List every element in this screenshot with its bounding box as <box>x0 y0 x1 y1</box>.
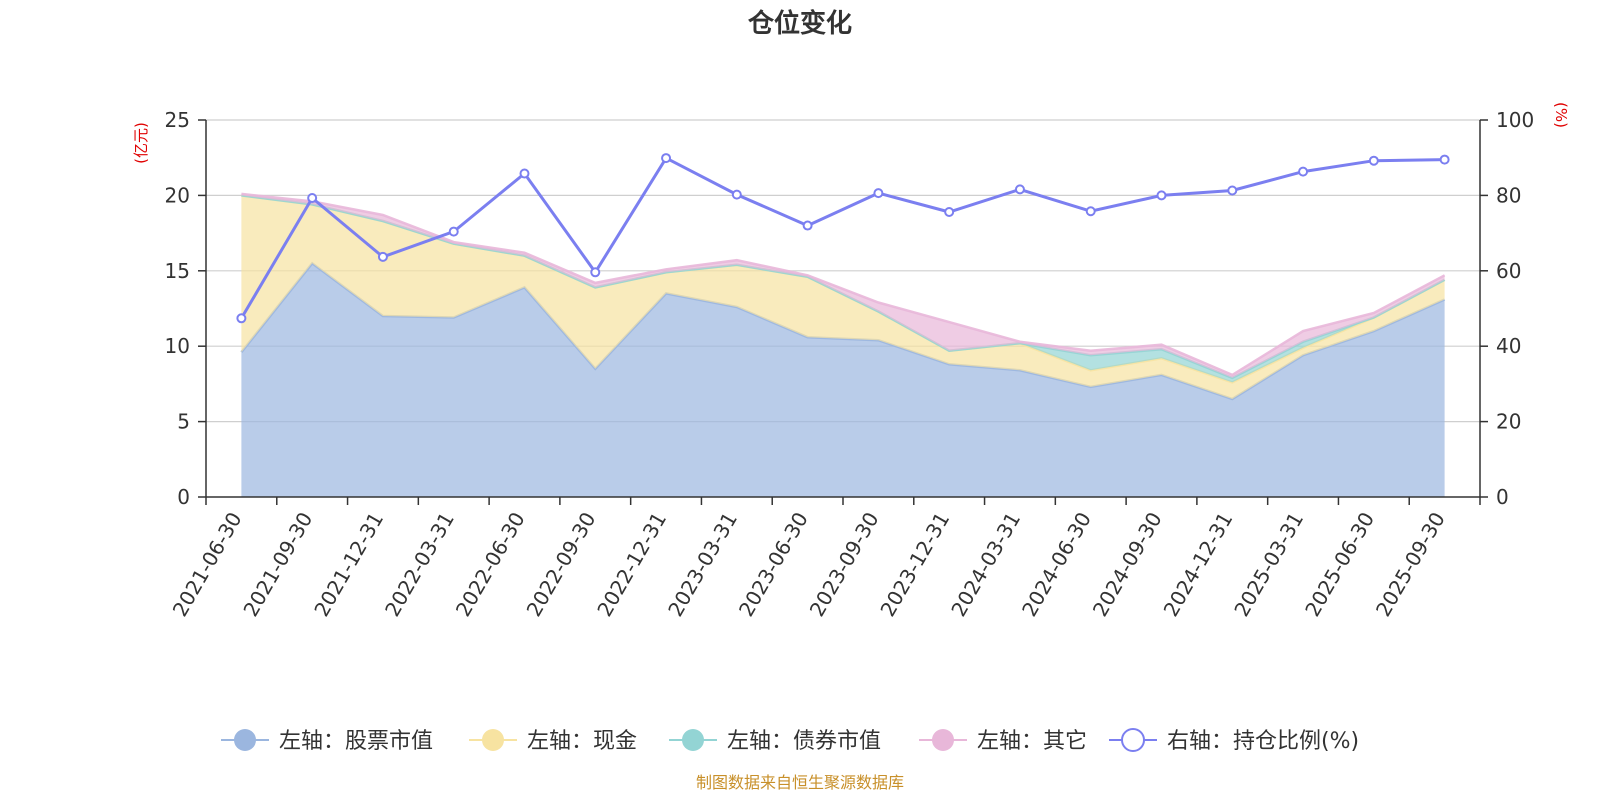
left-axis-tick-label: 15 <box>165 259 190 283</box>
left-axis-tick-label: 25 <box>165 108 190 132</box>
left-axis-tick-label: 5 <box>177 410 190 434</box>
left-axis-tick-label: 10 <box>165 334 190 358</box>
ratio-point <box>944 206 955 217</box>
legend-label: 左轴：债券市值 <box>727 729 881 754</box>
ratio-point <box>1298 166 1309 177</box>
ratio-point <box>377 251 388 262</box>
legend-label: 左轴：股票市值 <box>279 729 433 754</box>
ratio-point <box>307 193 318 204</box>
left-axis-unit: (亿元) <box>132 122 150 164</box>
area-layer <box>240 192 1446 497</box>
x-axis-tick-label: 2025-09-30 <box>1371 508 1450 621</box>
legend: 左轴：股票市值 左轴：现金 左轴：债券市值 左轴：其它 右轴：持仓比例(%) <box>221 728 1359 754</box>
x-axis-tick-label: 2024-12-31 <box>1159 508 1238 621</box>
ratio-point <box>1014 184 1025 195</box>
legend-item: 右轴：持仓比例(%) <box>1109 728 1359 754</box>
legend-item: 左轴：股票市值 <box>221 729 433 754</box>
area-股票市值 <box>241 263 1445 497</box>
x-axis-tick-label: 2024-06-30 <box>1017 508 1096 621</box>
legend-label: 左轴：其它 <box>977 729 1087 754</box>
x-axis-tick-label: 2025-03-31 <box>1229 508 1308 621</box>
legend-item: 左轴：现金 <box>469 729 637 754</box>
ratio-point <box>661 153 672 164</box>
legend-label: 右轴：持仓比例(%) <box>1167 729 1359 754</box>
legend-marker-icon <box>1121 728 1145 752</box>
legend-label: 左轴：现金 <box>527 729 637 754</box>
x-axis-tick-label: 2021-12-31 <box>309 508 388 621</box>
legend-marker-icon <box>234 729 256 751</box>
area-现金 <box>241 195 1445 399</box>
ratio-point <box>1368 155 1379 166</box>
x-axis-tick-label: 2022-09-30 <box>522 508 601 621</box>
ratio-point <box>590 267 601 278</box>
ratio-point <box>519 168 530 179</box>
x-axis-tick-label: 2022-12-31 <box>592 508 671 621</box>
right-axis-tick-label: 60 <box>1496 259 1521 283</box>
ratio-point <box>1156 190 1167 201</box>
ratio-point <box>1439 154 1450 165</box>
ratio-point <box>802 220 813 231</box>
ratio-point <box>1085 206 1096 217</box>
legend-marker-icon <box>932 729 954 751</box>
legend-marker-icon <box>482 729 504 751</box>
right-axis-tick-label: 0 <box>1496 485 1509 509</box>
x-axis-tick-label: 2022-06-30 <box>451 508 530 621</box>
x-axis-tick-label: 2023-06-30 <box>734 508 813 621</box>
x-axis-tick-label: 2023-09-30 <box>805 508 884 621</box>
ratio-point <box>873 188 884 199</box>
ratio-line <box>240 156 1445 320</box>
left-axis-tick-label: 20 <box>165 183 190 207</box>
x-axis-tick-label: 2023-03-31 <box>663 508 742 621</box>
legend-item: 左轴：债券市值 <box>669 729 881 754</box>
x-axis-tick-label: 2022-03-31 <box>380 508 459 621</box>
x-axis-tick-label: 2023-12-31 <box>875 508 954 621</box>
source-note: 制图数据来自恒生聚源数据库 <box>696 773 904 792</box>
left-axis-tick-label: 0 <box>177 485 190 509</box>
area-edge-其它 <box>241 192 1446 377</box>
right-axis-tick-label: 20 <box>1496 410 1521 434</box>
x-axis-tick-label: 2024-09-30 <box>1088 508 1167 621</box>
x-axis-tick-label: 2025-06-30 <box>1300 508 1379 621</box>
line-layer <box>236 153 1450 324</box>
legend-item: 左轴：其它 <box>919 729 1087 754</box>
ratio-point <box>448 226 459 237</box>
legend-marker-icon <box>682 729 704 751</box>
x-axis-tick-label: 2021-06-30 <box>168 508 247 621</box>
x-axis-tick-label: 2021-09-30 <box>238 508 317 621</box>
ratio-point <box>1227 185 1238 196</box>
right-axis-tick-label: 80 <box>1496 183 1521 207</box>
right-axis-tick-label: 40 <box>1496 334 1521 358</box>
ratio-point <box>731 189 742 200</box>
area-其它 <box>241 193 1445 378</box>
ratio-point <box>236 313 247 324</box>
right-axis-unit: (%) <box>1552 102 1570 128</box>
chart-title: 仓位变化 <box>747 8 852 39</box>
x-axis-tick-label: 2024-03-31 <box>946 508 1025 621</box>
right-axis-tick-label: 100 <box>1496 108 1534 132</box>
